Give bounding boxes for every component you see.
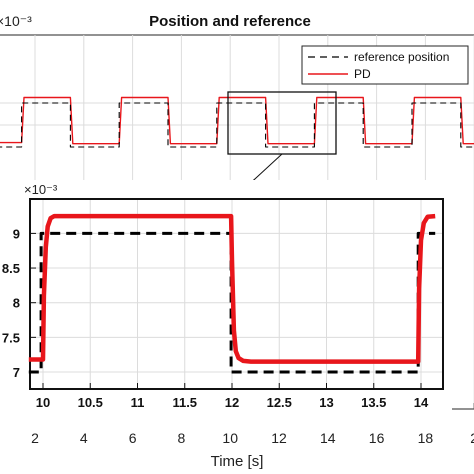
inset-x-tick-labels: 10 10.5 11 11.5 12 12.5 13 13.5 14 (36, 395, 429, 410)
main-title: Position and reference (149, 13, 311, 30)
main-x-tick-label: 14 (320, 430, 336, 446)
inset-series-pd (28, 213, 436, 364)
inset-y-tick-label: 9 (13, 226, 20, 241)
main-x-axis-label: Time [s] (211, 453, 264, 470)
inset-axes: 10 10.5 11 11.5 12 12.5 13 13.5 14 7 7.5 8 8.5 9 ×10… (0, 180, 452, 415)
inset-y-tick-label: 7 (13, 365, 20, 380)
main-x-tick-label: 18 (418, 430, 434, 446)
inset-y-tick-labels: 7 7.5 8 8.5 9 (2, 226, 20, 380)
inset-y-tick-label: 8 (13, 296, 20, 311)
legend-label-pd: PD (354, 67, 371, 81)
main-x-tick-label: 4 (80, 430, 88, 446)
legend: reference position PD (301, 45, 469, 85)
main-series-reference (0, 102, 474, 148)
inset-x-tick-label: 10 (36, 395, 50, 410)
inset-y-tick-label: 8.5 (2, 261, 20, 276)
main-y-exponent: ×10⁻³ (0, 13, 32, 29)
inset-y-exponent: ×10⁻³ (24, 182, 58, 197)
main-x-tick-label: 12 (271, 430, 287, 446)
inset-x-tick-label: 10.5 (78, 395, 103, 410)
inset-x-tick-label: 12 (225, 395, 239, 410)
main-x-tick-labels: 2 4 6 8 10 12 14 16 18 2 (31, 430, 474, 446)
inset-x-tick-label: 13.5 (361, 395, 386, 410)
main-x-tick-label: 6 (129, 430, 137, 446)
main-series-pd (0, 96, 474, 145)
inset-x-tick-label: 11.5 (172, 395, 197, 410)
legend-label-reference: reference position (354, 50, 449, 64)
legend-box (301, 45, 469, 85)
inset-lines (28, 213, 436, 374)
main-x-tick-label: 2 (31, 430, 39, 446)
inset-x-tick-label: 12.5 (267, 395, 292, 410)
inset-x-tick-label: 13 (319, 395, 333, 410)
main-lines (0, 96, 474, 148)
main-x-tick-label: 8 (178, 430, 186, 446)
main-x-tick-label: 10 (222, 430, 238, 446)
inset-x-tick-label: 11 (131, 395, 145, 410)
inset-x-tick-label: 14 (414, 395, 429, 410)
main-x-tick-label: 2 (470, 430, 474, 446)
main-x-tick-label: 16 (369, 430, 385, 446)
inset-y-tick-label: 7.5 (2, 330, 20, 345)
